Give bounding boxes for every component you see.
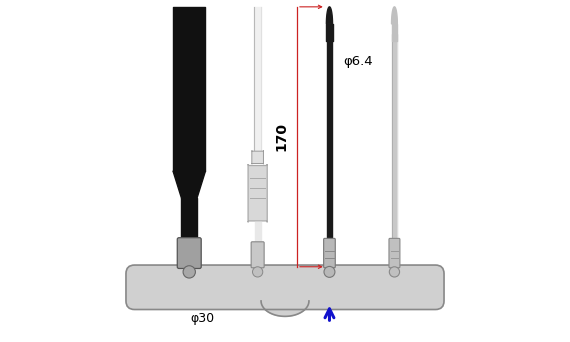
Polygon shape [392, 7, 397, 24]
Circle shape [183, 266, 196, 278]
FancyBboxPatch shape [248, 164, 267, 222]
Polygon shape [327, 7, 332, 24]
Circle shape [324, 266, 335, 277]
FancyBboxPatch shape [389, 238, 400, 268]
FancyBboxPatch shape [324, 238, 335, 268]
Text: 170: 170 [275, 122, 288, 151]
FancyBboxPatch shape [251, 242, 264, 268]
Polygon shape [173, 171, 206, 198]
FancyBboxPatch shape [252, 150, 263, 164]
FancyBboxPatch shape [177, 238, 201, 268]
Polygon shape [261, 301, 309, 316]
Text: φ30: φ30 [191, 312, 215, 325]
FancyBboxPatch shape [126, 265, 444, 310]
Circle shape [253, 267, 263, 277]
Circle shape [389, 267, 400, 277]
Text: φ6.4: φ6.4 [343, 55, 373, 68]
